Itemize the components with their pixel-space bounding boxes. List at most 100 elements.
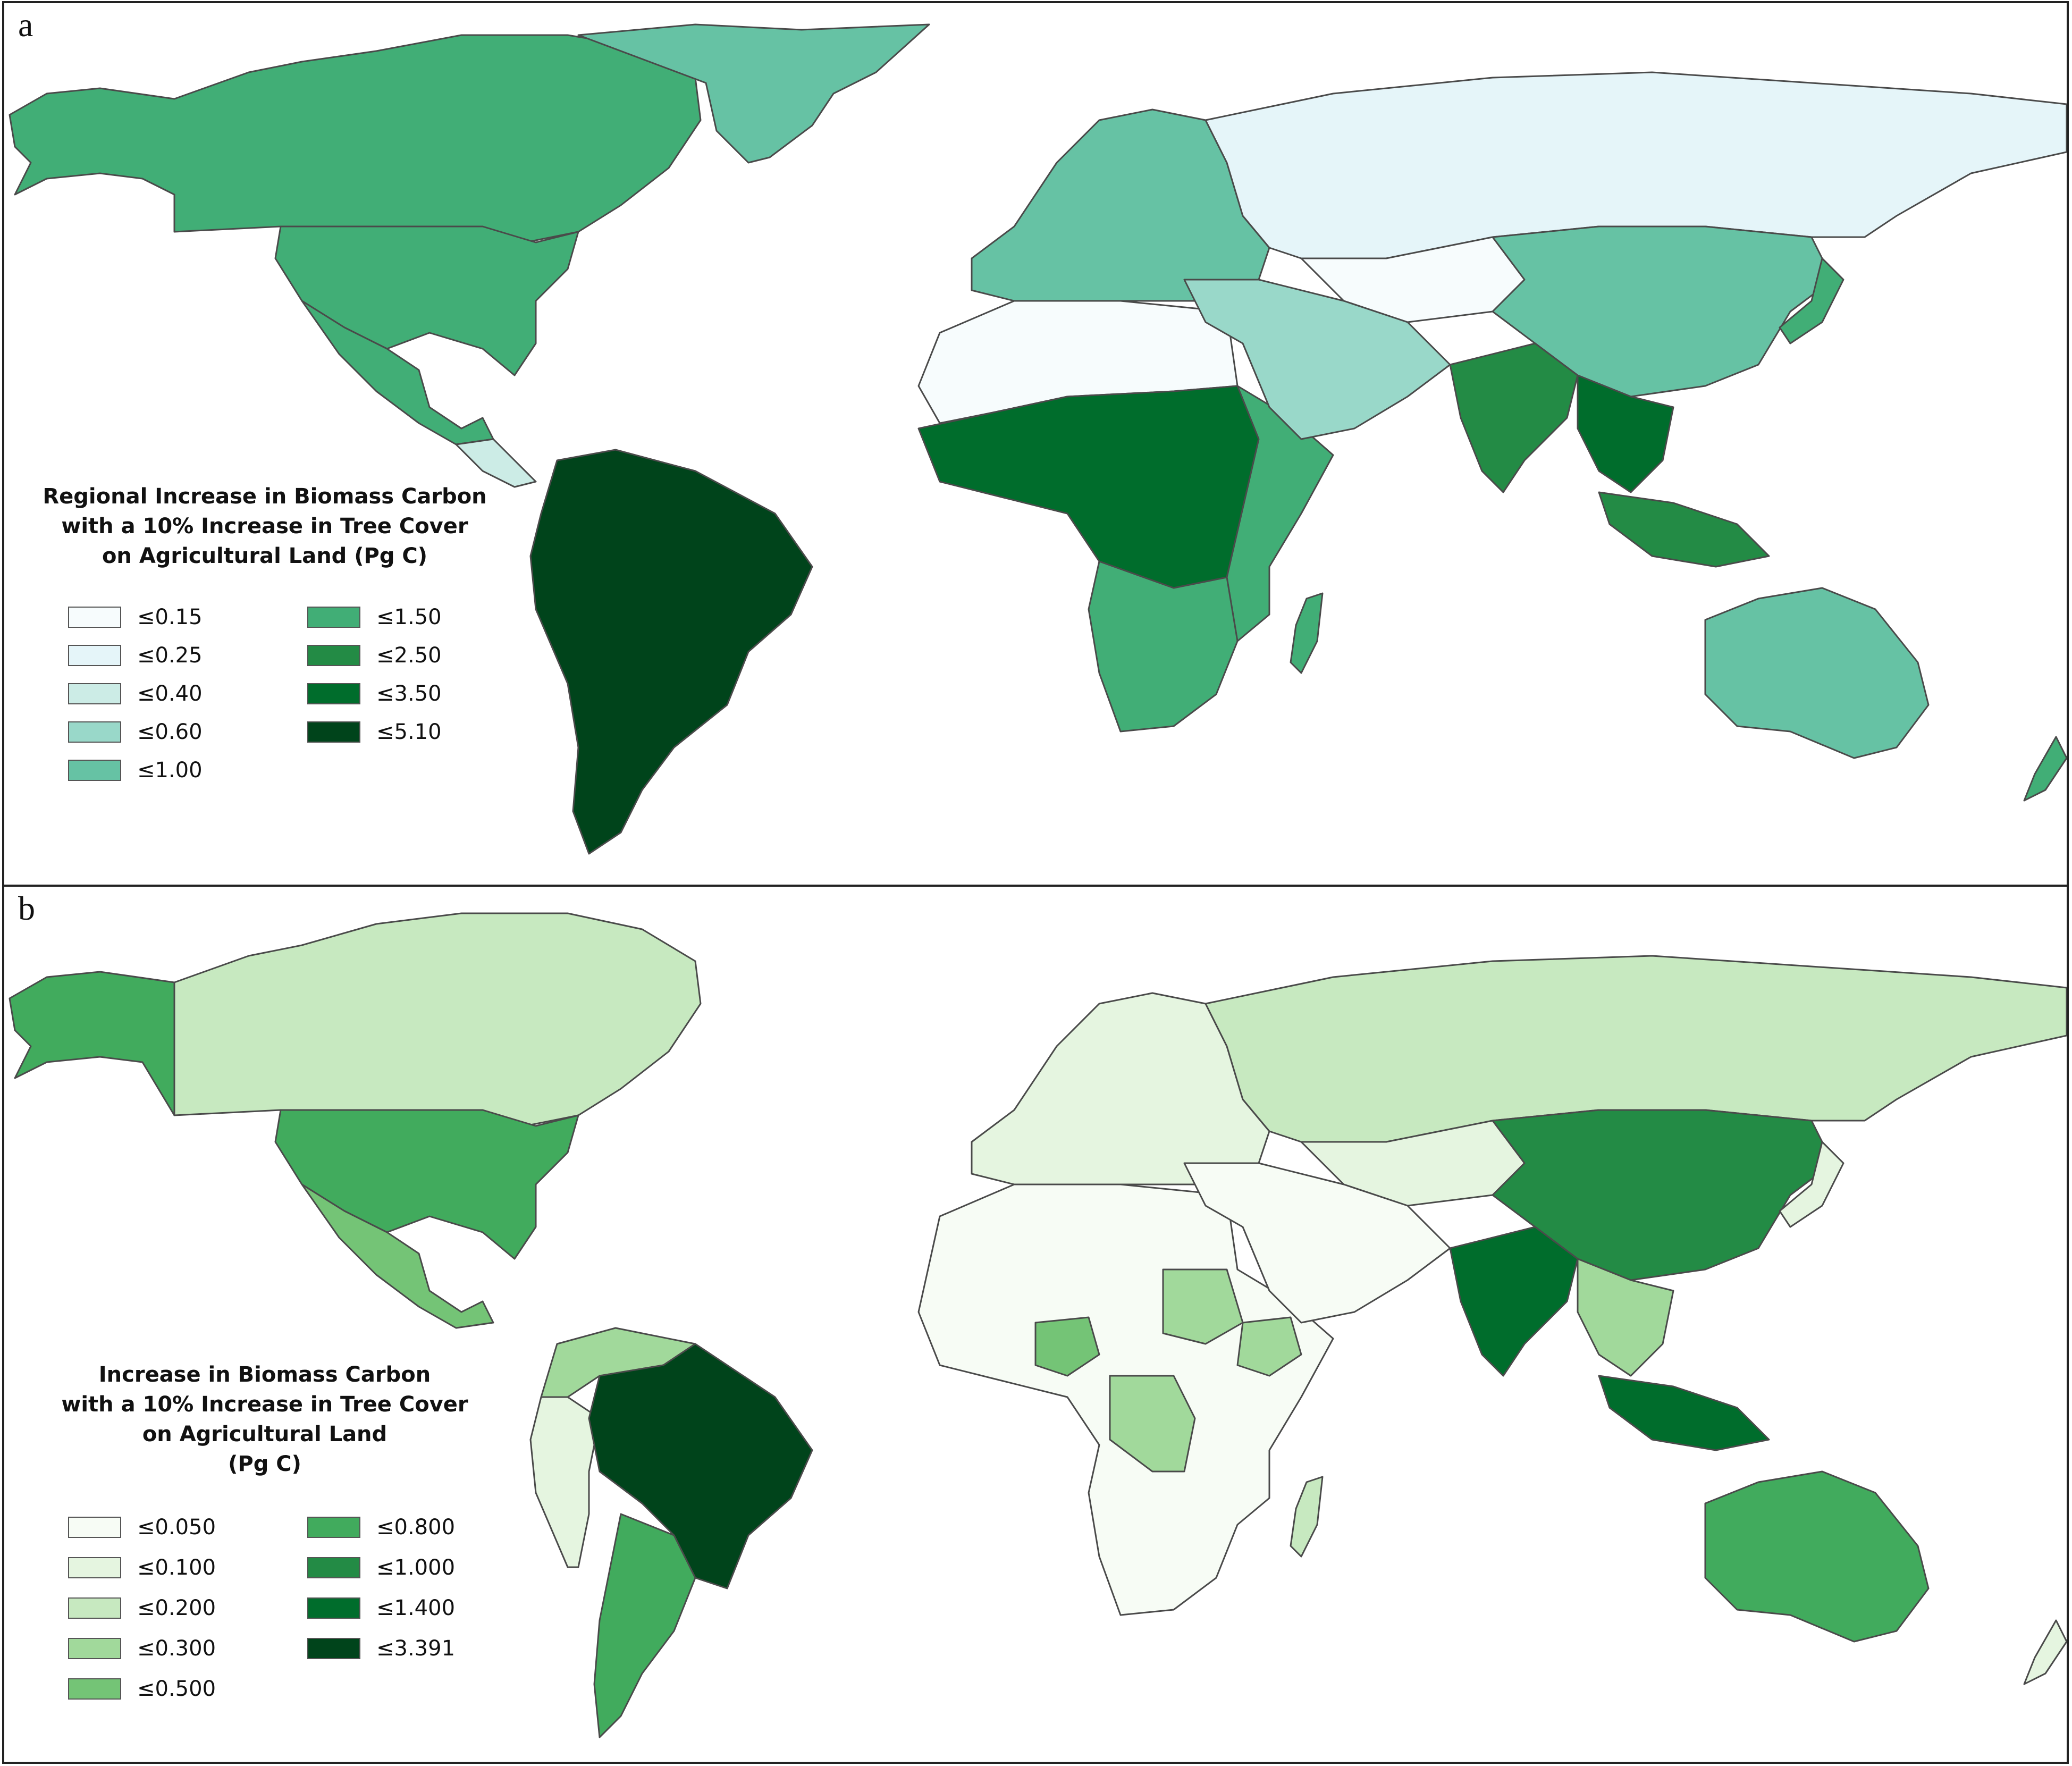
legend-swatch xyxy=(307,721,360,743)
map-a-central-america xyxy=(455,438,537,488)
legend-label: ≤0.15 xyxy=(137,605,203,629)
map-b-japan xyxy=(1779,1141,1844,1228)
panel-b-legend-item: ≤0.800 xyxy=(307,1514,455,1541)
panel-a-legend-item: ≤0.15 xyxy=(68,604,203,630)
map-a-mexico xyxy=(301,300,494,445)
legend-swatch xyxy=(307,645,360,666)
map-a-se-asia xyxy=(1577,374,1674,493)
legend-label: ≤3.391 xyxy=(376,1636,456,1661)
panel-b-legend-item: ≤0.500 xyxy=(68,1676,216,1702)
panel-a-legend: Regional Increase in Biomass Carbon with… xyxy=(26,482,504,811)
panel-b-legend-item: ≤0.300 xyxy=(68,1635,216,1662)
map-a-indonesia xyxy=(1598,491,1770,568)
map-b-drc xyxy=(1109,1375,1196,1473)
legend-label: ≤1.400 xyxy=(376,1596,456,1620)
map-a-canada-alaska xyxy=(9,34,702,243)
legend-title-line: Increase in Biomass Carbon xyxy=(98,1363,431,1387)
map-b-middle-east xyxy=(1183,1162,1451,1324)
map-a-middle-east xyxy=(1183,279,1451,440)
legend-label: ≤0.200 xyxy=(137,1596,216,1620)
legend-swatch xyxy=(68,1597,121,1619)
legend-label: ≤2.50 xyxy=(376,643,442,668)
legend-swatch xyxy=(68,1638,121,1659)
legend-title-line: Regional Increase in Biomass Carbon xyxy=(43,484,487,509)
map-a-east-africa xyxy=(1226,385,1334,642)
legend-label: ≤3.50 xyxy=(376,682,442,706)
legend-title-line: (Pg C) xyxy=(228,1452,301,1476)
panel-b-map: b xyxy=(2,885,2069,1764)
map-b-australia xyxy=(1704,1470,1930,1643)
legend-swatch xyxy=(68,721,121,743)
legend-title-line: with a 10% Increase in Tree Cover xyxy=(61,1392,468,1417)
legend-swatch xyxy=(68,645,121,666)
map-b-brazil xyxy=(588,1343,813,1590)
legend-label: ≤0.40 xyxy=(137,682,203,706)
legend-label: ≤1.50 xyxy=(376,605,442,629)
legend-title-line: with a 10% Increase in Tree Cover xyxy=(61,514,468,539)
panel-a-legend-item: ≤2.50 xyxy=(307,642,442,669)
map-a-new-zealand xyxy=(2023,736,2067,802)
map-a-china xyxy=(1492,225,1834,398)
panel-b-letter: b xyxy=(18,889,35,927)
map-b-usa xyxy=(274,1109,579,1260)
map-b-new-zealand xyxy=(2023,1619,2067,1685)
map-b-india xyxy=(1449,1226,1579,1377)
legend-swatch xyxy=(307,1557,360,1578)
panel-a-legend-item: ≤0.40 xyxy=(68,680,203,707)
legend-label: ≤0.25 xyxy=(137,643,203,668)
panel-a-legend-item: ≤0.60 xyxy=(68,719,203,745)
map-a-madagascar xyxy=(1290,592,1324,674)
legend-label: ≤0.300 xyxy=(137,1636,216,1661)
legend-swatch xyxy=(68,760,121,781)
map-b-se-asia xyxy=(1577,1258,1674,1377)
map-b-indonesia xyxy=(1598,1375,1770,1451)
map-b-madagascar xyxy=(1290,1476,1324,1558)
map-a-usa xyxy=(274,225,579,376)
legend-swatch xyxy=(68,1517,121,1538)
map-a-greenland xyxy=(577,23,930,164)
legend-label: ≤1.00 xyxy=(137,758,203,783)
legend-swatch xyxy=(307,1638,360,1659)
panel-a-world-map xyxy=(9,23,2067,855)
panel-b-legend-item: ≤3.391 xyxy=(307,1635,455,1662)
map-b-alaska xyxy=(9,971,175,1116)
map-b-nigeria xyxy=(1034,1316,1100,1377)
legend-swatch xyxy=(68,1678,121,1700)
legend-swatch xyxy=(307,1597,360,1619)
legend-swatch xyxy=(307,607,360,628)
panel-b-legend-item: ≤0.050 xyxy=(68,1514,216,1541)
legend-label: ≤1.000 xyxy=(376,1555,456,1580)
panel-b-world-map xyxy=(9,912,2067,1738)
map-b-china xyxy=(1492,1109,1834,1281)
map-b-argentina xyxy=(593,1513,696,1738)
panel-a-legend-item: ≤3.50 xyxy=(307,680,442,707)
legend-swatch xyxy=(68,1557,121,1578)
map-a-japan xyxy=(1779,257,1844,344)
panel-a-legend-item: ≤1.50 xyxy=(307,604,442,630)
panel-b-legend-item: ≤1.400 xyxy=(307,1595,455,1621)
map-a-india xyxy=(1449,342,1579,493)
map-a-southern-africa xyxy=(1088,560,1239,733)
panel-a-legend-item: ≤5.10 xyxy=(307,719,442,745)
map-a-south-america xyxy=(529,449,813,855)
legend-swatch xyxy=(307,683,360,704)
map-a-australia xyxy=(1704,587,1930,759)
panel-b-legend-item: ≤1.000 xyxy=(307,1554,455,1581)
legend-title-line: on Agricultural Land (Pg C) xyxy=(102,544,428,568)
map-a-russia xyxy=(1205,71,2067,259)
legend-label: ≤0.050 xyxy=(137,1515,216,1540)
panel-b-legend-title: Increase in Biomass Carbon with a 10% In… xyxy=(26,1360,504,1479)
panel-b-legend: Increase in Biomass Carbon with a 10% In… xyxy=(26,1360,504,1743)
map-b-russia xyxy=(1205,955,2067,1143)
panel-a-letter: a xyxy=(18,6,33,44)
panel-a-legend-item: ≤1.00 xyxy=(68,757,203,784)
map-b-andes xyxy=(529,1396,601,1568)
panel-a-legend-title: Regional Increase in Biomass Carbon with… xyxy=(26,482,504,571)
map-b-canada xyxy=(173,912,702,1127)
legend-swatch xyxy=(68,683,121,704)
panel-b-legend-item: ≤0.200 xyxy=(68,1595,216,1621)
legend-label: ≤0.60 xyxy=(137,720,203,744)
legend-swatch xyxy=(307,1517,360,1538)
map-b-mexico xyxy=(301,1183,494,1329)
map-b-ethiopia xyxy=(1236,1316,1302,1377)
